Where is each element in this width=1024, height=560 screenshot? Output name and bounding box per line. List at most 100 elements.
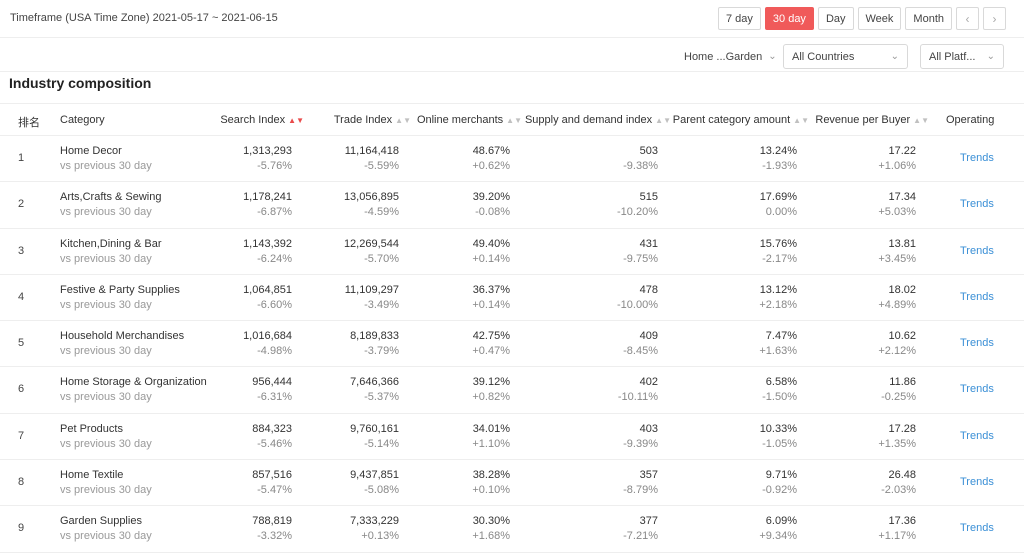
row-revenue-change: +1.35% (878, 437, 916, 450)
row-merchants-change: +0.14% (472, 298, 510, 311)
row-parent-value: 9.71% (765, 469, 797, 482)
trends-link[interactable]: Trends (960, 383, 994, 396)
sort-icon: ▲▼ (506, 116, 522, 125)
row-trade-change: +0.13% (361, 530, 399, 543)
range-month-button[interactable]: Month (905, 7, 952, 30)
trends-link[interactable]: Trends (960, 476, 994, 489)
timeframe-label: Timeframe (USA Time Zone) 2021-05-17 ~ 2… (10, 12, 278, 24)
table-row: 3 Kitchen,Dining & Bar vs previous 30 day 1… (0, 229, 1024, 275)
row-revenue-value: 18.02 (888, 283, 916, 296)
row-supply-value: 409 (639, 330, 658, 343)
row-search-value: 1,016,684 (243, 330, 292, 343)
row-search-value: 1,143,392 (243, 237, 292, 250)
column-header-revenue-per-buyer[interactable]: Revenue per Buyer ▲▼ (815, 114, 929, 126)
trends-link[interactable]: Trends (960, 152, 994, 164)
row-category: Garden Supplies (60, 515, 142, 528)
chevron-left-icon: ‹ (965, 11, 970, 26)
row-supply-change: -9.39% (623, 437, 658, 450)
row-comparison-label: vs previous 30 day (60, 298, 152, 311)
row-search-change: -5.46% (257, 437, 292, 450)
sort-desc-icon: ▲▼ (288, 116, 304, 125)
row-search-value: 1,313,293 (243, 145, 292, 157)
row-merchants-change: +0.47% (472, 345, 510, 358)
row-revenue-value: 13.81 (888, 237, 916, 250)
row-search-value: 956,444 (252, 376, 292, 389)
trends-link[interactable]: Trends (960, 198, 994, 211)
row-trade-change: -3.79% (364, 345, 399, 358)
row-category: Kitchen,Dining & Bar (60, 237, 162, 250)
column-header-online-merchants[interactable]: Online merchants ▲▼ (417, 114, 522, 126)
trends-link[interactable]: Trends (960, 290, 994, 303)
row-merchants-value: 39.20% (472, 191, 510, 204)
table-row: 5 Household Merchandises vs previous 30 da… (0, 321, 1024, 368)
category-select[interactable]: Home ...Garden ⌄ (676, 44, 777, 69)
row-merchants-value: 39.12% (472, 376, 510, 389)
row-search-value: 884,323 (252, 422, 292, 435)
row-category: Arts,Crafts & Sewing (60, 191, 162, 204)
row-search-change: -6.31% (257, 391, 292, 404)
row-trade-change: -4.59% (364, 206, 399, 219)
row-supply-value: 402 (639, 376, 658, 389)
row-parent-change: -2.17% (762, 252, 797, 265)
chevron-down-icon: ⌄ (986, 51, 995, 62)
row-revenue-change: +1.06% (878, 160, 916, 172)
row-merchants-value: 49.40% (472, 237, 510, 250)
previous-period-button[interactable]: ‹ (956, 7, 979, 30)
country-select[interactable]: All Countries ⌄ (783, 44, 908, 69)
next-period-button[interactable]: › (983, 7, 1006, 30)
row-merchants-value: 48.67% (472, 145, 510, 157)
range-30-day-button[interactable]: 30 day (764, 7, 814, 30)
range-day-button[interactable]: Day (817, 7, 854, 30)
column-header-search-index[interactable]: Search Index ▲▼ (220, 114, 304, 126)
column-header-search-index-label: Search Index (220, 114, 286, 126)
column-header-operating: Operating (946, 114, 995, 126)
filter-bar: Home ...Garden ⌄ All Countries ⌄ All Pla… (0, 39, 1024, 72)
row-parent-value: 7.47% (765, 330, 797, 343)
row-merchants-change: +1.10% (472, 437, 510, 450)
row-merchants-value: 42.75% (472, 330, 510, 343)
row-supply-change: -9.38% (623, 160, 658, 172)
table-body: 1 Home Decor vs previous 30 day 1,313,293 -5… (0, 136, 1024, 553)
row-trade-value: 7,333,229 (350, 515, 399, 528)
row-parent-value: 13.12% (759, 283, 797, 296)
row-supply-value: 515 (639, 191, 658, 204)
row-merchants-change: +0.10% (472, 484, 510, 497)
row-rank: 2 (18, 198, 25, 211)
row-search-change: -5.47% (257, 484, 292, 497)
table-row: 4 Festive & Party Supplies vs previous 30 … (0, 275, 1024, 322)
column-header-parent-category-label: Parent category amount (672, 114, 791, 126)
row-revenue-value: 17.36 (888, 515, 916, 528)
row-comparison-label: vs previous 30 day (60, 484, 152, 497)
row-trade-value: 13,056,895 (343, 191, 399, 204)
column-header-supply-demand[interactable]: Supply and demand index ▲▼ (525, 114, 671, 126)
trends-link[interactable]: Trends (960, 429, 994, 442)
row-revenue-value: 26.48 (888, 469, 916, 482)
platform-select-value: All Platf... (929, 50, 976, 63)
row-parent-value: 13.24% (759, 145, 797, 157)
platform-select[interactable]: All Platf... ⌄ (920, 44, 1004, 69)
row-merchants-change: +0.62% (472, 160, 510, 172)
range-7-day-button[interactable]: 7 day (717, 7, 761, 30)
trends-link[interactable]: Trends (960, 244, 994, 257)
row-supply-change: -10.20% (617, 206, 658, 219)
column-header-revenue-per-buyer-label: Revenue per Buyer (815, 114, 911, 126)
trends-link[interactable]: Trends (960, 337, 994, 350)
row-trade-value: 7,646,366 (350, 376, 399, 389)
column-header-category: Category (60, 114, 105, 126)
row-rank: 6 (18, 383, 25, 396)
trends-link[interactable]: Trends (960, 522, 994, 535)
column-header-parent-category[interactable]: Parent category amount ▲▼ (673, 114, 809, 126)
row-supply-change: -10.11% (617, 391, 658, 404)
row-merchants-value: 34.01% (472, 422, 510, 435)
row-trade-value: 8,189,833 (350, 330, 399, 343)
range-week-button[interactable]: Week (857, 7, 902, 30)
column-header-trade-index[interactable]: Trade Index ▲▼ (334, 114, 411, 126)
row-revenue-change: +2.12% (878, 345, 916, 358)
row-revenue-change: -2.03% (881, 484, 916, 497)
row-revenue-change: +4.89% (878, 298, 916, 311)
row-search-change: -6.87% (257, 206, 292, 219)
row-supply-value: 431 (639, 237, 658, 250)
row-parent-change: -1.50% (762, 391, 797, 404)
row-trade-value: 12,269,544 (343, 237, 399, 250)
row-search-change: -3.32% (257, 530, 292, 543)
